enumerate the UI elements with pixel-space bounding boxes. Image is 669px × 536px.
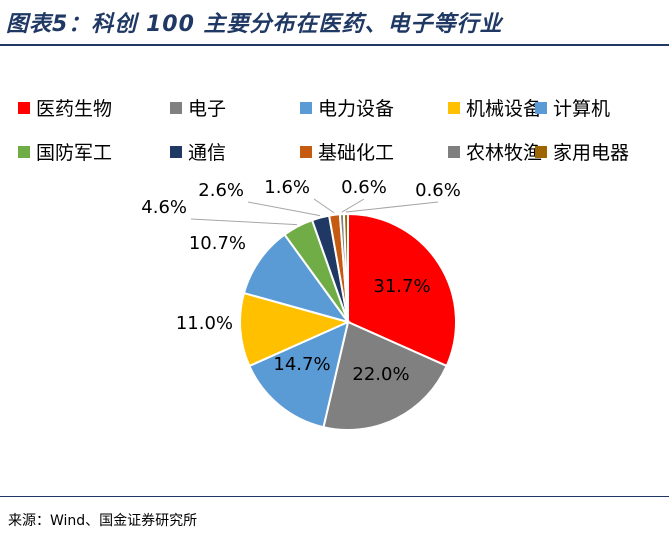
legend-swatch — [535, 102, 547, 114]
data-label-agriculture: 0.6% — [341, 177, 387, 198]
legend-swatch — [535, 146, 547, 158]
legend-swatch — [18, 146, 30, 158]
leader-line-appliances — [345, 201, 439, 213]
legend-item-machinery: 机械设备 — [448, 98, 542, 120]
leader-lines — [190, 198, 439, 226]
legend-label: 通信 — [188, 142, 226, 164]
legend-item-electronics: 电子 — [170, 98, 226, 120]
legend-item-chemicals: 基础化工 — [300, 142, 394, 164]
pie-slice-appliances — [342, 212, 349, 323]
legend-label: 国防军工 — [36, 142, 112, 164]
pie-slices — [239, 212, 457, 432]
legend-swatch — [300, 146, 312, 158]
legend-swatch — [170, 146, 182, 158]
data-labels: 31.7% 22.0% 14.7% 11.0% 10.7%4.6% 2.6% 1.6% 0.6… — [141, 177, 461, 385]
title-divider — [0, 44, 669, 46]
legend-swatch — [448, 102, 460, 114]
data-label-machinery: 11.0% — [176, 313, 233, 334]
legend-swatch — [170, 102, 182, 114]
legend-item-telecom: 通信 — [170, 142, 226, 164]
data-label-pharma: 31.7% — [373, 276, 430, 297]
leader-line-defense — [190, 218, 297, 226]
legend-label: 家用电器 — [553, 142, 629, 164]
data-label-power-equipment: 14.7% — [273, 354, 330, 375]
data-label-chemicals: 1.6% — [264, 177, 310, 198]
legend-item-appliances: 家用电器 — [535, 142, 629, 164]
legend-label: 基础化工 — [318, 142, 394, 164]
legend-item-computer: 计算机 — [535, 98, 610, 120]
legend-label: 电子 — [188, 98, 226, 120]
legend-item-defense: 国防军工 — [18, 142, 112, 164]
chart-header: 图表5：科创 100 主要分布在医药、电子等行业 — [0, 0, 669, 46]
legend-item-pharma: 医药生物 — [18, 98, 112, 120]
data-label-telecom: 2.6% — [198, 180, 244, 201]
legend-swatch — [300, 102, 312, 114]
data-label-electronics: 22.0% — [352, 364, 409, 385]
source-note: 来源：Wind、国金证券研究所 — [8, 513, 198, 529]
leader-line-telecom — [247, 201, 321, 217]
chart-title: 图表5：科创 100 主要分布在医药、电子等行业 — [6, 12, 503, 37]
leader-line-agriculture — [341, 198, 365, 213]
pie-slice-power-equipment — [248, 320, 350, 429]
legend-item-agriculture: 农林牧渔 — [448, 142, 542, 164]
pie-slice-pharma — [347, 212, 457, 368]
legend-label: 计算机 — [553, 98, 610, 120]
pie-slice-machinery — [239, 291, 351, 368]
legend-label: 机械设备 — [466, 98, 542, 120]
legend-swatch — [448, 146, 460, 158]
data-label-defense: 4.6% — [141, 197, 187, 218]
legend-label: 电力设备 — [318, 98, 394, 120]
leader-line-chemicals — [313, 198, 335, 214]
pie-slice-computer — [242, 233, 351, 324]
legend-swatch — [18, 102, 30, 114]
data-label-computer: 10.7% — [189, 233, 246, 254]
legend-item-power-equipment: 电力设备 — [300, 98, 394, 120]
legend-label: 医药生物 — [36, 98, 112, 120]
pie-slice-electronics — [322, 320, 448, 432]
footer-divider — [0, 496, 669, 497]
legend-label: 农林牧渔 — [466, 142, 542, 164]
data-label-appliances: 0.6% — [415, 180, 461, 201]
